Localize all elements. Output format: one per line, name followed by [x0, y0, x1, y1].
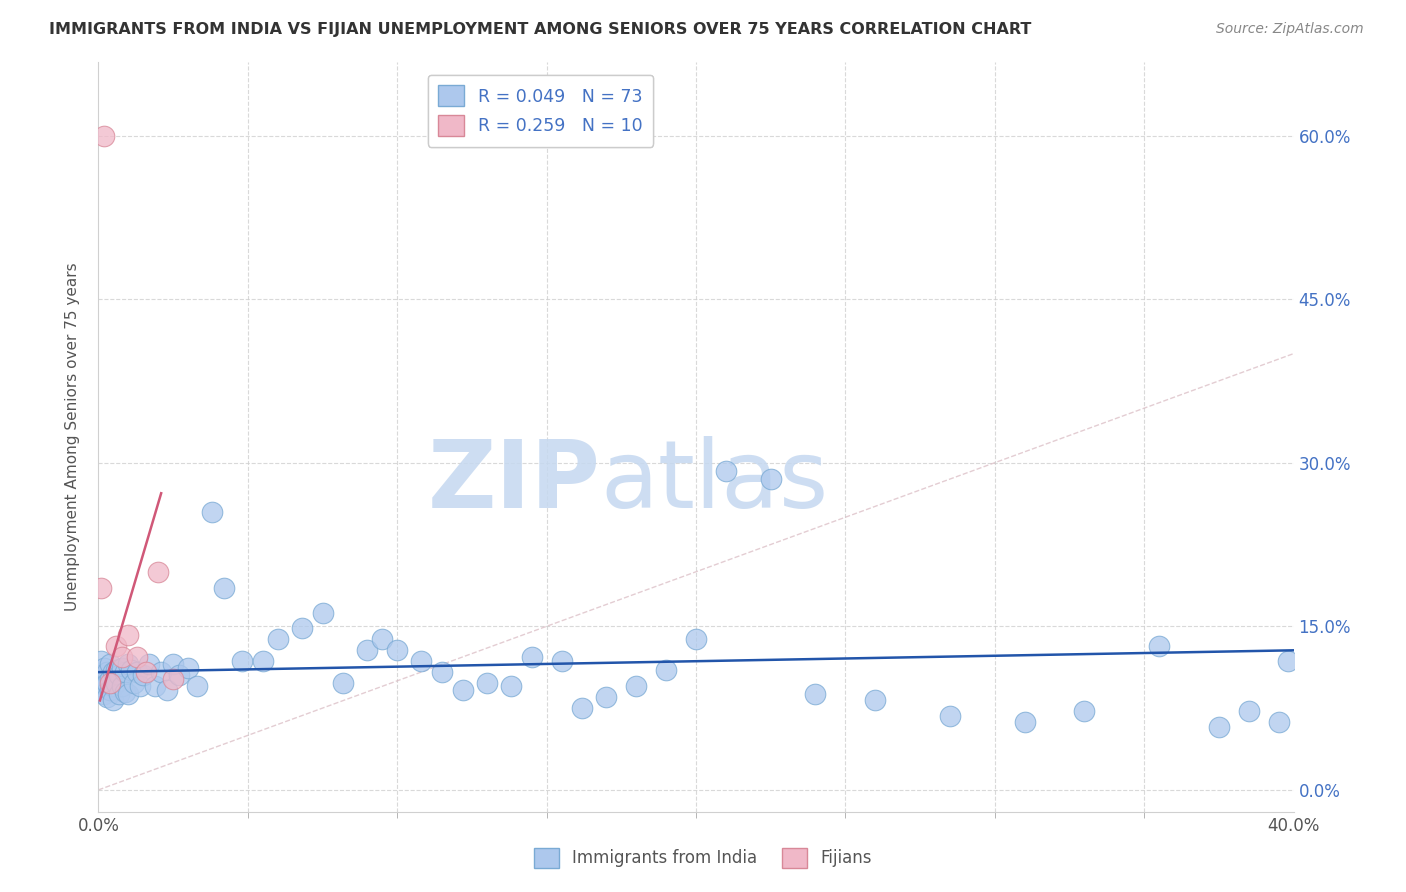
Text: IMMIGRANTS FROM INDIA VS FIJIAN UNEMPLOYMENT AMONG SENIORS OVER 75 YEARS CORRELA: IMMIGRANTS FROM INDIA VS FIJIAN UNEMPLOY…	[49, 22, 1032, 37]
Point	[90, 679, 112, 693]
Point	[1147, 639, 1170, 653]
Point	[135, 665, 157, 679]
Point	[385, 643, 409, 657]
Point	[371, 632, 394, 647]
Point	[103, 693, 125, 707]
Point	[120, 663, 142, 677]
Point	[356, 643, 378, 657]
Point	[865, 693, 887, 707]
Point	[150, 665, 173, 679]
Point	[129, 679, 152, 693]
Point	[98, 676, 122, 690]
Point	[111, 679, 134, 693]
Point	[252, 654, 274, 668]
Point	[499, 679, 522, 693]
Point	[93, 661, 115, 675]
Point	[1208, 720, 1230, 734]
Legend: Immigrants from India, Fijians: Immigrants from India, Fijians	[527, 841, 879, 875]
Point	[108, 687, 131, 701]
Point	[595, 690, 617, 705]
Point	[148, 565, 170, 579]
Point	[138, 657, 160, 672]
Point	[93, 673, 115, 688]
Point	[571, 701, 593, 715]
Point	[143, 679, 166, 693]
Point	[332, 676, 354, 690]
Point	[267, 632, 290, 647]
Point	[655, 663, 678, 677]
Point	[759, 472, 782, 486]
Text: ZIP: ZIP	[427, 436, 600, 528]
Point	[103, 679, 125, 693]
Point	[96, 676, 118, 690]
Point	[475, 676, 498, 690]
Point	[714, 465, 737, 479]
Point	[162, 657, 184, 672]
Point	[90, 654, 112, 668]
Text: atlas: atlas	[600, 436, 828, 528]
Point	[550, 654, 572, 668]
Point	[93, 128, 115, 143]
Point	[291, 622, 314, 636]
Point	[127, 665, 149, 679]
Point	[105, 676, 128, 690]
Point	[167, 668, 190, 682]
Point	[1014, 715, 1036, 730]
Point	[1073, 705, 1095, 719]
Point	[685, 632, 707, 647]
Point	[212, 581, 235, 595]
Point	[311, 606, 333, 620]
Point	[201, 505, 224, 519]
Point	[117, 687, 139, 701]
Point	[114, 685, 136, 699]
Point	[124, 676, 146, 690]
Point	[1277, 654, 1299, 668]
Point	[117, 657, 139, 672]
Point	[411, 654, 433, 668]
Point	[127, 649, 149, 664]
Point	[451, 682, 474, 697]
Point	[93, 687, 115, 701]
Point	[98, 682, 122, 697]
Point	[162, 672, 184, 686]
Point	[804, 687, 827, 701]
Point	[430, 665, 453, 679]
Point	[1237, 705, 1260, 719]
Point	[132, 668, 155, 682]
Point	[108, 668, 131, 682]
Point	[103, 665, 125, 679]
Point	[96, 690, 118, 705]
Point	[90, 668, 112, 682]
Point	[231, 654, 253, 668]
Point	[111, 649, 134, 664]
Point	[177, 661, 200, 675]
Point	[105, 663, 128, 677]
Point	[156, 682, 179, 697]
Point	[98, 657, 122, 672]
Point	[111, 661, 134, 675]
Point	[626, 679, 648, 693]
Point	[520, 649, 543, 664]
Point	[114, 665, 136, 679]
Point	[105, 639, 128, 653]
Text: Source: ZipAtlas.com: Source: ZipAtlas.com	[1216, 22, 1364, 37]
Point	[939, 708, 962, 723]
Legend: R = 0.049   N = 73, R = 0.259   N = 10: R = 0.049 N = 73, R = 0.259 N = 10	[427, 75, 654, 147]
Point	[96, 665, 118, 679]
Point	[90, 581, 112, 595]
Point	[98, 672, 122, 686]
Y-axis label: Unemployment Among Seniors over 75 years: Unemployment Among Seniors over 75 years	[65, 263, 80, 611]
Point	[1267, 715, 1289, 730]
Point	[186, 679, 208, 693]
Point	[117, 628, 139, 642]
